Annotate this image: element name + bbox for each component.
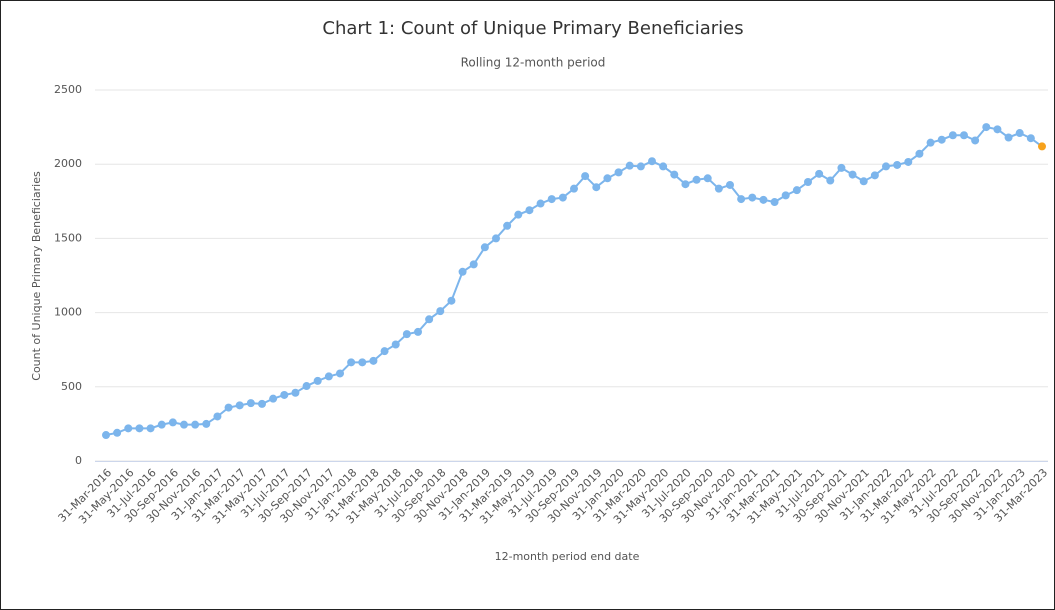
data-point <box>469 260 478 269</box>
data-point <box>380 347 389 356</box>
data-point <box>191 420 200 429</box>
data-point <box>224 403 233 412</box>
data-point <box>748 193 757 202</box>
data-point <box>558 193 567 202</box>
data-point <box>425 315 434 324</box>
data-point <box>804 178 812 187</box>
data-point <box>826 176 835 185</box>
data-point <box>102 431 110 440</box>
data-point <box>313 376 322 385</box>
data-point <box>882 162 890 171</box>
data-point <box>1026 134 1035 143</box>
data-point <box>458 267 467 276</box>
data-point <box>770 198 779 207</box>
data-point <box>391 340 400 349</box>
data-point <box>993 125 1002 134</box>
data-point <box>124 424 133 433</box>
x-axis-label: 12-month period end date <box>495 550 640 563</box>
data-point <box>369 356 378 365</box>
data-point <box>614 168 623 177</box>
y-tick-label: 0 <box>75 454 82 467</box>
data-point <box>893 160 902 169</box>
data-point <box>859 177 868 186</box>
data-point <box>971 136 980 145</box>
data-point <box>759 195 768 204</box>
data-point <box>358 358 367 367</box>
data-point <box>1038 142 1046 151</box>
data-point <box>726 180 734 189</box>
data-point <box>815 169 824 178</box>
data-point <box>1015 129 1024 138</box>
data-point <box>180 420 188 429</box>
data-point <box>948 131 957 140</box>
data-point <box>659 162 668 171</box>
chart-subtitle: Rolling 12-month period <box>461 56 606 70</box>
data-point <box>926 138 935 147</box>
y-tick-label: 500 <box>61 380 82 393</box>
data-point <box>146 424 155 433</box>
data-point <box>592 183 601 192</box>
data-point <box>670 170 679 179</box>
data-point <box>648 157 656 166</box>
y-tick-label: 2500 <box>54 83 82 96</box>
data-point <box>157 420 166 429</box>
y-tick-label: 2000 <box>54 157 82 170</box>
data-point <box>246 399 255 408</box>
data-point <box>503 221 512 230</box>
data-point <box>536 199 545 208</box>
data-point <box>781 191 790 200</box>
data-point <box>135 424 144 433</box>
data-point <box>235 401 244 410</box>
data-point <box>302 382 311 391</box>
data-point <box>113 428 122 437</box>
data-point <box>547 195 556 204</box>
data-point <box>213 412 222 421</box>
data-point <box>280 390 289 399</box>
data-point <box>525 206 534 215</box>
data-point <box>904 157 913 166</box>
data-point <box>848 170 857 179</box>
data-point <box>402 330 411 339</box>
data-point <box>870 171 879 180</box>
data-point <box>168 418 177 427</box>
data-point <box>291 388 300 397</box>
data-point <box>960 131 968 140</box>
data-point <box>915 149 924 158</box>
data-point <box>570 184 578 193</box>
data-point <box>603 174 612 183</box>
data-point <box>581 172 590 181</box>
data-point <box>703 174 712 183</box>
data-point <box>336 369 344 378</box>
data-point <box>625 161 634 170</box>
y-tick-label: 1000 <box>54 306 82 319</box>
data-point <box>937 135 946 144</box>
data-point <box>258 399 266 408</box>
data-point <box>514 210 523 219</box>
chart-title: Chart 1: Count of Unique Primary Benefic… <box>322 18 743 39</box>
data-point <box>982 123 991 132</box>
y-axis-label: Count of Unique Primary Beneficiaries <box>30 171 43 381</box>
data-point <box>1004 133 1013 142</box>
y-tick-label: 1500 <box>54 231 82 244</box>
data-point <box>636 162 645 171</box>
data-point <box>714 184 723 193</box>
data-point <box>436 307 445 316</box>
data-point <box>681 180 690 189</box>
data-point <box>447 296 456 305</box>
data-point <box>837 163 846 172</box>
data-point <box>202 419 211 428</box>
data-point <box>480 243 489 252</box>
data-point <box>414 327 422 336</box>
data-point <box>737 195 746 204</box>
data-point <box>692 175 701 184</box>
data-point <box>347 358 356 367</box>
data-point <box>269 394 278 403</box>
data-point <box>792 186 801 195</box>
data-point <box>324 372 333 381</box>
data-point <box>492 234 500 243</box>
